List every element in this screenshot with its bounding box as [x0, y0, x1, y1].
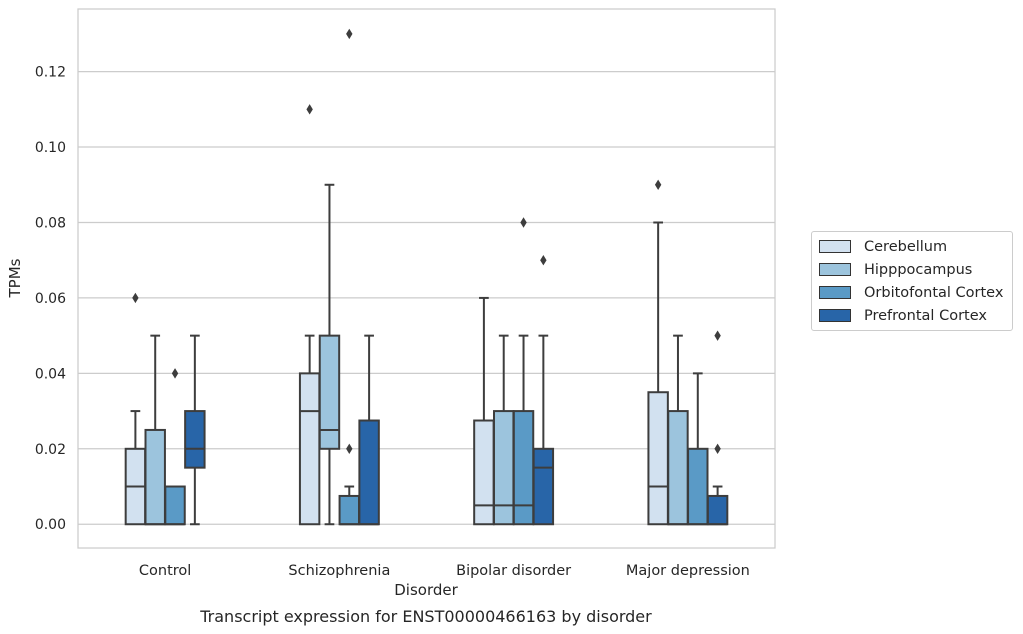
y-tick-label: 0.08	[35, 215, 66, 231]
box-prefrontal-cortex-1	[358, 334, 380, 526]
box	[706, 494, 729, 526]
legend-item: Orbitofontal Cortex	[812, 281, 1012, 304]
box	[493, 410, 515, 526]
legend-swatch	[819, 286, 851, 299]
box-hipppocampus-2	[493, 334, 515, 526]
box-hipppocampus-0	[144, 334, 166, 526]
legend: Cerebellum Hipppocampus Orbitofontal Corte…	[811, 231, 1013, 331]
outlier-point	[654, 179, 662, 190]
legend-label: Prefrontal Cortex	[864, 307, 987, 324]
legend-item: Cerebellum	[812, 235, 1012, 258]
chart-title: Transcript expression for ENST0000046616…	[199, 607, 652, 626]
y-tick-label: 0.04	[35, 366, 66, 382]
box-orbitofontal-cortex-1	[338, 28, 360, 526]
outlier-point	[714, 443, 721, 454]
x-axis-label: Disorder	[394, 581, 458, 599]
outlier-point	[171, 368, 179, 379]
box-prefrontal-cortex-2	[532, 255, 555, 526]
y-tick-label: 0.06	[35, 291, 66, 307]
x-tick-label: Bipolar disorder	[456, 563, 571, 579]
legend-item: Prefrontal Cortex	[812, 304, 1012, 327]
outlier-point	[306, 104, 313, 115]
box-hipppocampus-3	[667, 334, 689, 526]
plot-frame	[77, 8, 776, 549]
y-tick-label: 0.12	[35, 65, 66, 81]
box-cerebellum-1	[298, 104, 321, 526]
outlier-point	[346, 28, 353, 40]
legend-swatch	[819, 309, 851, 322]
box	[184, 410, 206, 469]
y-axis-label: TPMs	[6, 258, 24, 298]
box-cerebellum-2	[473, 296, 495, 526]
x-tick-label: Control	[139, 563, 191, 579]
box-hipppocampus-1	[318, 183, 341, 526]
legend-label: Orbitofontal Cortex	[864, 284, 1004, 301]
legend-swatch	[819, 263, 851, 276]
y-tick-label: 0.10	[35, 140, 66, 156]
box	[164, 485, 186, 526]
box	[687, 447, 709, 526]
y-tick-label: 0.00	[35, 517, 66, 533]
x-tick-label: Major depression	[626, 563, 750, 579]
outlier-point	[346, 443, 353, 454]
box	[473, 419, 495, 526]
box	[298, 372, 321, 526]
box	[532, 447, 555, 526]
box	[667, 410, 689, 526]
box	[144, 428, 166, 526]
box-orbitofontal-cortex-0	[164, 368, 186, 526]
y-tick-labels: 0.00 0.02 0.04 0.06 0.08 0.10 0.12	[35, 65, 66, 534]
box	[338, 494, 360, 526]
box-cerebellum-0	[124, 292, 147, 526]
outlier-point	[714, 330, 721, 341]
box	[512, 410, 535, 526]
outlier-point	[132, 292, 139, 304]
boxplots	[124, 28, 729, 526]
outlier-point	[540, 255, 547, 266]
outlier-point	[520, 217, 527, 228]
box-cerebellum-3	[647, 179, 669, 526]
legend-item: Hipppocampus	[812, 258, 1012, 281]
legend-label: Hipppocampus	[864, 261, 973, 278]
box-orbitofontal-cortex-3	[687, 372, 709, 526]
box	[647, 391, 669, 526]
y-tick-label: 0.02	[35, 442, 66, 458]
box	[358, 419, 380, 526]
box-prefrontal-cortex-0	[184, 334, 206, 526]
box-prefrontal-cortex-3	[706, 330, 729, 526]
legend-label: Cerebellum	[864, 238, 948, 255]
box-orbitofontal-cortex-2	[512, 217, 535, 526]
x-tick-labels: Control Schizophrenia Bipolar disorder Majo…	[139, 563, 750, 579]
x-tick-label: Schizophrenia	[288, 563, 390, 579]
legend-swatch	[819, 240, 851, 253]
box	[318, 334, 341, 450]
